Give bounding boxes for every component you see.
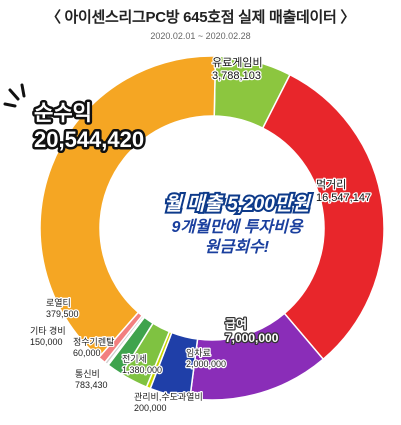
slice-label-0: 유료게임비 [212,56,263,69]
slice-value-0: 3,788,103 [212,70,261,82]
page-title: 〈 아이센스리그PC방 645호점 실제 매출데이터 〉 [45,9,356,26]
slice-1 [261,73,385,361]
slice-label-6: 통신비 [75,369,100,379]
slice-value-6: 783,430 [75,380,108,390]
slice-label-2: 급여 [225,316,247,331]
slice-value-4: 200,000 [134,403,167,413]
slice-value-2: 7,000,000 [225,331,279,345]
slice-10 [39,55,217,359]
center-text-line-1: 월 매출 5,200만원 [164,193,312,215]
slice-value-1: 16,547,147 [316,192,371,204]
period-label: 2020.02.01 ~ 2020.02.28 [150,31,251,41]
slice-value-9: 379,500 [46,309,79,319]
slice-label-4: 관리비,수도과열비 [134,392,203,402]
slice-label-8: 기타 경비 [30,325,66,336]
center-text-group: 월 매출 5,200만원 9개월만에 투자비용 원금회수! [162,191,314,256]
slice-value-7: 60,000 [73,348,101,358]
center-text-line-3: 원금회수! [205,238,270,256]
slice-label-1: 먹거리 [316,178,346,191]
slice-value-5: 1,380,000 [122,365,162,375]
slices-group [39,55,385,401]
slice-label-5: 전기세 [122,354,147,364]
center-text-line-2: 9개월만에 투자비용 [171,218,303,236]
slice-value-10: 20,544,420 [34,127,144,152]
slice-label-10: 순수익 [34,102,92,125]
slice-value-8: 150,000 [30,337,63,347]
sparkle-icon [3,83,26,108]
slice-label-9: 로열티 [46,298,71,308]
slice-label-3: 임차료 [186,347,211,358]
slice-label-7: 정수기렌탈 [73,337,114,347]
slice-value-3: 2,000,000 [186,359,226,369]
